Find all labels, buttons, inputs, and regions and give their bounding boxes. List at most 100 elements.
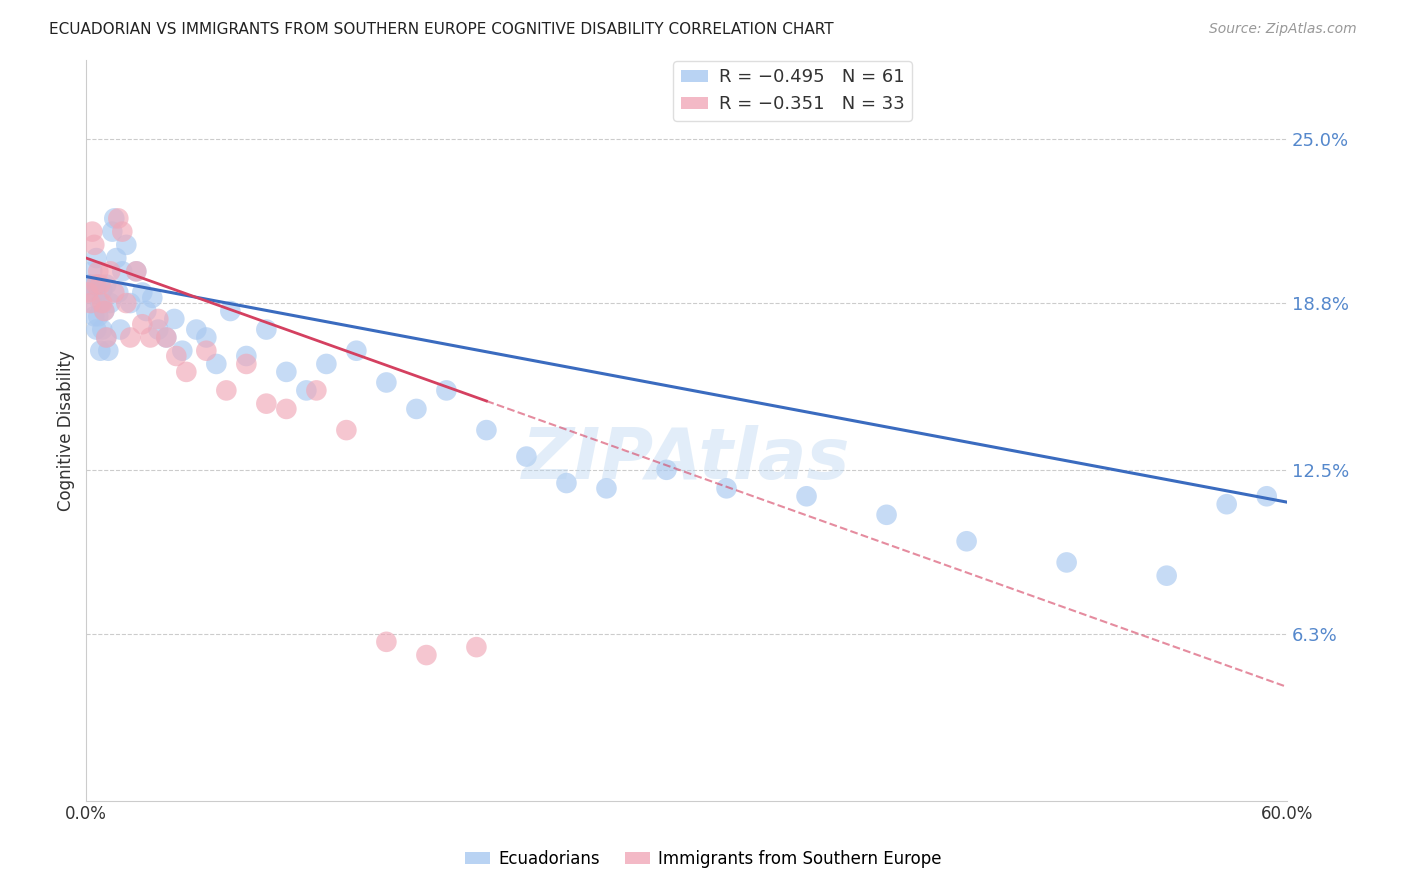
Point [93, 304, 115, 318]
Point [91, 322, 114, 336]
Point [315, 357, 337, 371]
Point [295, 384, 318, 398]
Point [125, 264, 148, 278]
Point [555, 476, 578, 491]
Text: Source: ZipAtlas.com: Source: ZipAtlas.com [1209, 22, 1357, 37]
Point [465, 640, 488, 654]
Point [135, 304, 157, 318]
Point [77, 277, 100, 292]
Point [96, 330, 118, 344]
Point [716, 481, 738, 495]
Point [131, 285, 153, 300]
Point [107, 211, 129, 226]
Point [91, 283, 114, 297]
Point [163, 312, 186, 326]
Point [87, 277, 110, 292]
Point [79, 296, 101, 310]
Point [120, 296, 142, 310]
Point [110, 322, 132, 336]
Text: ECUADORIAN VS IMMIGRANTS FROM SOUTHERN EUROPE COGNITIVE DISABILITY CORRELATION C: ECUADORIAN VS IMMIGRANTS FROM SOUTHERN E… [49, 22, 834, 37]
Point [195, 343, 218, 358]
Point [93, 304, 115, 318]
Point [115, 238, 138, 252]
Point [111, 264, 134, 278]
Point [87, 264, 110, 278]
Point [103, 285, 125, 300]
Point [89, 296, 111, 310]
Point [215, 384, 238, 398]
Point [305, 384, 328, 398]
Point [515, 450, 537, 464]
Point [111, 225, 134, 239]
Point [84, 277, 107, 292]
Point [96, 330, 118, 344]
Point [172, 343, 194, 358]
Point [254, 397, 277, 411]
Point [235, 349, 257, 363]
Point [96, 277, 118, 292]
Point [1215, 497, 1237, 511]
Point [82, 296, 104, 310]
Point [125, 264, 148, 278]
Point [115, 296, 138, 310]
Point [120, 330, 142, 344]
Point [107, 285, 129, 300]
Point [375, 635, 398, 649]
Point [796, 489, 818, 503]
Point [595, 481, 617, 495]
Point [254, 322, 277, 336]
Point [155, 330, 177, 344]
Point [84, 322, 107, 336]
Point [103, 211, 125, 226]
Point [436, 384, 458, 398]
Point [87, 310, 110, 324]
Point [335, 423, 357, 437]
Point [155, 330, 177, 344]
Point [415, 648, 437, 662]
Point [1256, 489, 1278, 503]
Point [77, 285, 100, 300]
Point [186, 322, 208, 336]
Point [1156, 568, 1178, 582]
Point [276, 365, 298, 379]
Point [98, 296, 121, 310]
Point [131, 318, 153, 332]
Point [405, 401, 427, 416]
Point [89, 277, 111, 292]
Point [83, 238, 105, 252]
Legend: Ecuadorians, Immigrants from Southern Europe: Ecuadorians, Immigrants from Southern Eu… [458, 844, 948, 875]
Point [219, 304, 242, 318]
Point [141, 291, 163, 305]
Point [82, 264, 104, 278]
Point [176, 365, 198, 379]
Point [91, 296, 114, 310]
Point [89, 343, 111, 358]
Point [475, 423, 498, 437]
Point [101, 225, 124, 239]
Point [1056, 556, 1078, 570]
Point [655, 463, 678, 477]
Point [83, 310, 105, 324]
Point [148, 322, 170, 336]
Point [98, 264, 121, 278]
Point [97, 343, 120, 358]
Point [205, 357, 228, 371]
Point [235, 357, 257, 371]
Text: ZIPAtlas: ZIPAtlas [522, 425, 851, 494]
Point [79, 277, 101, 292]
Point [955, 534, 977, 549]
Point [876, 508, 898, 522]
Point [84, 251, 107, 265]
Point [195, 330, 218, 344]
Point [82, 225, 104, 239]
Legend: R = −0.495   N = 61, R = −0.351   N = 33: R = −0.495 N = 61, R = −0.351 N = 33 [673, 62, 911, 120]
Point [375, 376, 398, 390]
Point [148, 312, 170, 326]
Y-axis label: Cognitive Disability: Cognitive Disability [58, 350, 75, 510]
Point [276, 401, 298, 416]
Point [165, 349, 187, 363]
Point [344, 343, 367, 358]
Point [139, 330, 162, 344]
Point [83, 285, 105, 300]
Point [105, 251, 128, 265]
